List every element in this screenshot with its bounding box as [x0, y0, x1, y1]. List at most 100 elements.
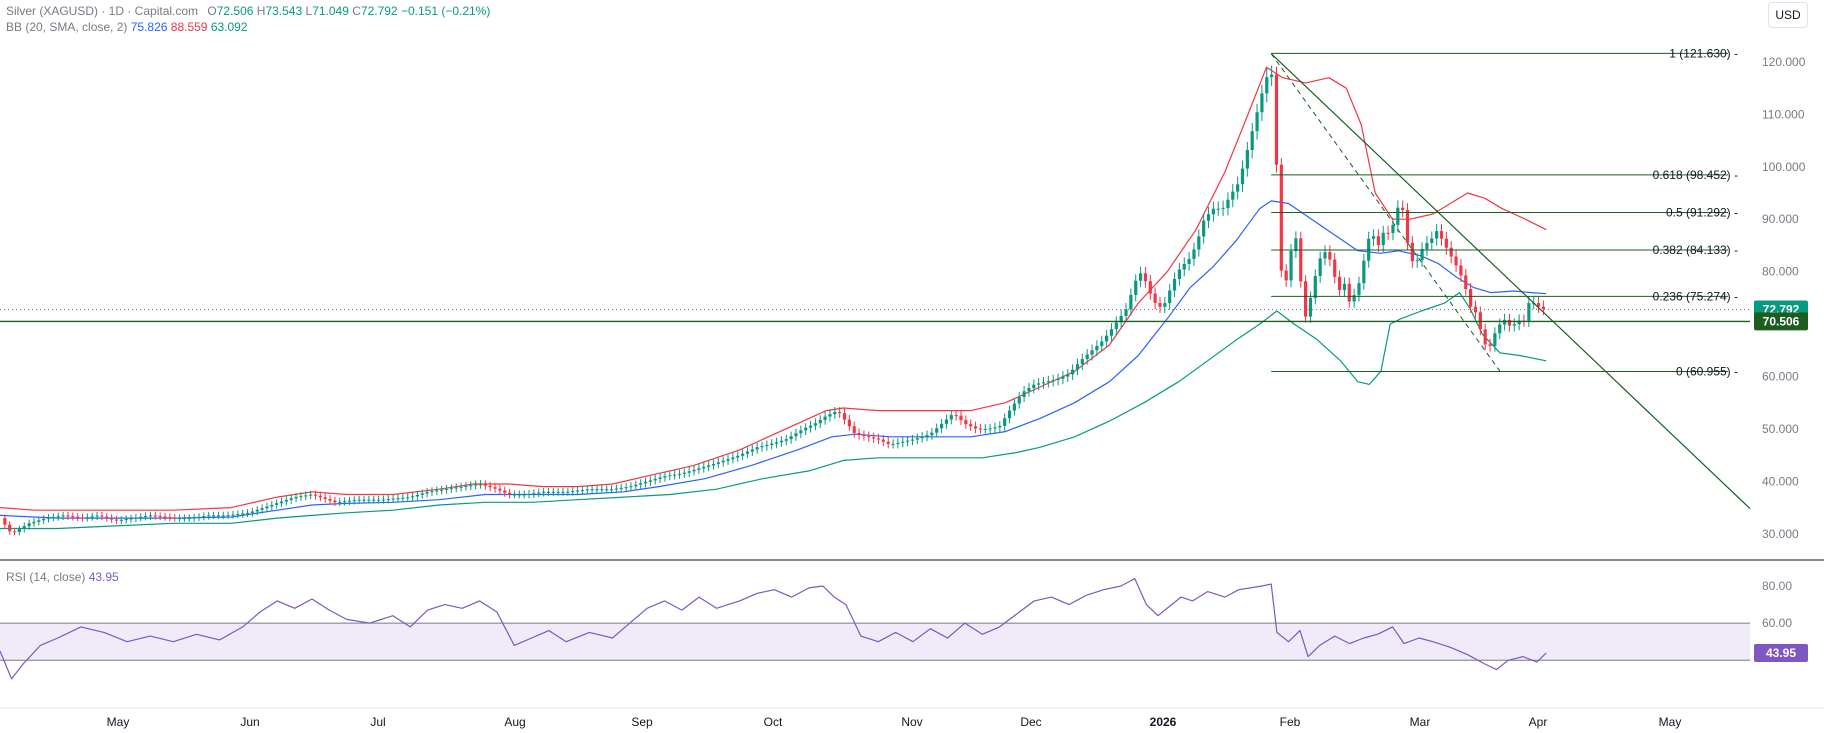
candle	[677, 469, 682, 479]
candle	[454, 483, 458, 493]
candle	[658, 473, 662, 484]
candle	[401, 493, 405, 503]
candle	[449, 484, 453, 493]
symbol-title[interactable]: Silver (XAGUSD) · 1D · Capital.com	[6, 4, 199, 18]
candle-body	[8, 524, 12, 532]
candle	[1027, 382, 1031, 397]
candle-body	[716, 462, 720, 464]
candle	[1512, 318, 1516, 332]
candle-body	[1512, 324, 1516, 326]
candle	[498, 484, 502, 495]
candle-body	[1396, 207, 1400, 225]
candle-body	[333, 500, 337, 503]
time-tick-label: May	[107, 715, 130, 729]
candle-body	[906, 440, 910, 442]
candle-body	[799, 430, 803, 434]
time-tick-label: 2026	[1150, 715, 1177, 729]
candle-body	[1308, 297, 1313, 317]
candle-body	[459, 486, 463, 488]
candle-body	[1226, 199, 1230, 208]
candle-body	[527, 493, 531, 495]
candle	[1405, 203, 1410, 250]
candle	[954, 410, 958, 421]
candle-body	[643, 481, 648, 484]
candle	[1172, 272, 1177, 298]
candle	[881, 434, 885, 447]
candle	[362, 495, 366, 504]
candle-body	[1022, 391, 1026, 397]
ohlc-close-label: C	[352, 4, 361, 18]
candle-body	[1541, 306, 1546, 309]
candle	[600, 485, 604, 494]
candle-body	[1430, 238, 1434, 243]
candle-body	[1061, 376, 1065, 379]
candle-body	[939, 423, 944, 429]
candle	[1080, 353, 1084, 370]
bb-label[interactable]: BB (20, SMA, close, 2)	[6, 20, 128, 34]
candle	[1459, 258, 1463, 282]
candle-body	[299, 496, 303, 498]
candle-body	[682, 472, 686, 474]
currency-button[interactable]: USD	[1768, 2, 1808, 28]
candle-body	[648, 480, 652, 482]
time-tick-label: Sep	[631, 715, 653, 729]
candle-body	[1202, 220, 1206, 237]
candle-body	[988, 428, 992, 430]
candle-body	[173, 517, 177, 519]
candle-body	[1046, 381, 1050, 383]
candle-body	[881, 439, 885, 442]
candle	[1274, 66, 1279, 173]
candle	[158, 512, 162, 521]
trend-lines[interactable]	[1270, 53, 1751, 510]
candle-body	[1095, 345, 1099, 351]
candle-body	[1250, 131, 1254, 151]
candle	[1153, 287, 1157, 310]
fibonacci-retracement[interactable]: 1 (121.630) - 0.618 (98.452) - 0.5 (91.292…	[0, 46, 1750, 378]
trendline-solid	[1270, 53, 1751, 510]
candle-body	[1459, 265, 1463, 276]
bb-lower-value: 63.092	[210, 20, 248, 34]
candle	[211, 511, 216, 520]
candle-body	[1027, 387, 1031, 392]
candle-body	[1527, 303, 1531, 321]
candle	[566, 487, 570, 496]
candle-body	[1439, 231, 1444, 239]
candle	[347, 496, 352, 506]
candle-body	[1192, 249, 1196, 259]
candle-body	[1182, 263, 1186, 270]
candle	[998, 421, 1002, 433]
candle-body	[614, 488, 618, 490]
candle	[216, 511, 221, 520]
candle	[561, 487, 565, 496]
candle	[1100, 335, 1104, 352]
candle-body	[600, 489, 604, 491]
ohlc-change: −0.151 (−0.21%)	[400, 4, 491, 18]
candle-body	[1211, 208, 1215, 215]
candle-body	[1007, 410, 1012, 419]
candle-body	[740, 453, 745, 456]
candle-body	[1090, 350, 1094, 355]
rsi-label[interactable]: RSI (14, close)	[6, 570, 86, 584]
candle	[590, 485, 594, 494]
candle	[575, 486, 580, 496]
candle-body	[342, 501, 347, 503]
candle	[1187, 252, 1191, 271]
candle-body	[440, 489, 444, 491]
candle	[1444, 231, 1448, 255]
candle-body	[1502, 319, 1507, 325]
candle-body	[483, 484, 487, 486]
candle	[1061, 371, 1065, 385]
candle-body	[80, 517, 85, 519]
candle-body	[1041, 382, 1046, 384]
candle-body	[1517, 320, 1521, 325]
candle-body	[1376, 236, 1380, 246]
candle-body	[609, 489, 614, 491]
candle-body	[1236, 184, 1240, 192]
time-axis[interactable]: May Jun Jul Aug Sep Oct Nov Dec 2026 Feb Mar Apr May	[0, 707, 1824, 729]
candle	[1124, 303, 1128, 323]
candle-body	[779, 440, 784, 443]
candle	[527, 490, 531, 499]
candle	[182, 514, 187, 522]
candle-body	[1303, 281, 1308, 317]
